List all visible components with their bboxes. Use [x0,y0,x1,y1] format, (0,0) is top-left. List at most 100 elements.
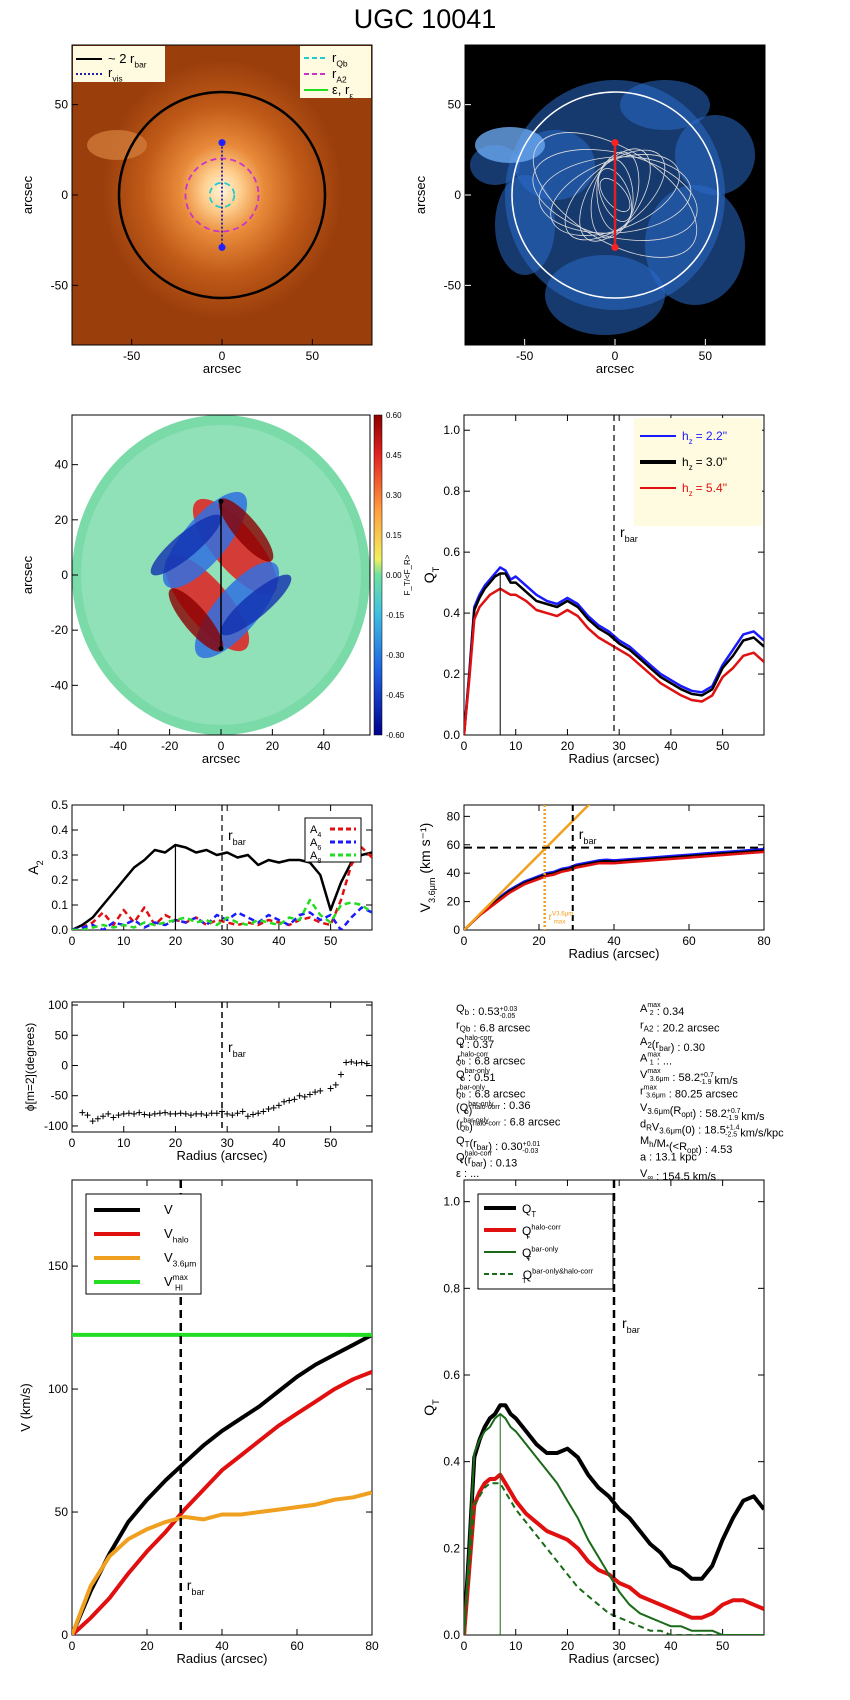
vcomp-xtick-label: 20 [140,1639,154,1653]
phase-point [270,1104,277,1111]
panel1-ylabel: arcsec [20,175,35,214]
stats-row: rQb : 6.8 arcsec [456,1020,531,1035]
panel3-colorbar-tick: 0.30 [386,491,402,500]
panel2-emission [545,255,665,335]
am-legend-label: A8 [310,850,321,865]
phase-point [156,1110,163,1117]
phase-point [100,1113,107,1120]
am-xtick-label: 50 [324,934,338,948]
phase-point [296,1092,303,1099]
phase-point [94,1115,101,1122]
panel3-ytick-label: 0 [61,568,68,582]
panel3-colorbar-tick: 0.60 [386,411,402,420]
panel3-colorbar-tick: -0.30 [386,651,405,660]
phase-point [125,1110,132,1117]
phase-point [353,1060,360,1067]
vcomp-ytick-label: 0 [61,1628,68,1642]
qt-hz-series-2 [464,587,764,735]
phase-point [162,1109,169,1116]
qt-corr-xlabel: Radius (arcsec) [568,1651,659,1666]
phase-point [224,1110,231,1117]
stats-row: QT(rbar) : 0.30+0.01 -0.03 [456,1135,540,1155]
panel3-image: -40 -20 0 20 40 40 20 0 -20 -40 arcsec arcsec 0.60 0.… [20,411,412,766]
phase-point [203,1112,210,1119]
qt-corr-series-3 [464,1482,764,1635]
stats-row: Amax 1 : ... [640,1052,672,1068]
am-ytick-label: 0.3 [51,848,68,862]
stats-row: (rbar-only Qb)halo-corr : 6.8 arcsec [456,1117,561,1134]
stats-row: V∞ : 154.5 km/s [640,1168,717,1183]
panel1-blob [87,130,147,160]
phase-point [332,1081,339,1088]
qt-corr-xtick-label: 40 [664,1639,678,1653]
phase-point [286,1097,293,1104]
panel2-contour [590,151,640,239]
panel3-xtick-label: -20 [161,739,179,753]
vel-series-2 [464,850,764,930]
phase-point [187,1112,194,1119]
qt-corr-legend-label: Qbar-only T [522,1245,558,1264]
qt-corr-series-2 [464,1413,764,1635]
qt-corr-ytick-label: 0.4 [443,1455,460,1469]
phase-xlabel: Radius (arcsec) [176,1148,267,1163]
phase-point [177,1110,184,1117]
phase-point [358,1059,365,1066]
phase-point [213,1110,220,1117]
qt-corr-axes: 0 10 20 30 40 50 0.0 0.2 0.4 0.6 0.8 1.0 Radius (arc… [421,1179,765,1666]
qt-hz-legend-label: hz = 5.4'' [682,481,727,498]
vcomp-ytick-label: 100 [48,1382,68,1396]
qt-corr-ytick-label: 0.2 [443,1541,460,1555]
phase-point [244,1113,251,1120]
panel1-ytick-label: 50 [55,98,69,112]
stats-row: Qbar-only b : 0.51 [456,1068,496,1084]
stats-row: Qhalo-corr T(rbar) : 0.13 [456,1151,517,1170]
stats-row: a : 13.1 kpc [640,1152,697,1164]
stats-row: Vmax 3.6μm : 58.2+0.7 -1.9 km/s [640,1068,738,1087]
vel-ytick-label: 40 [447,866,461,880]
panel2-xtick-label: 50 [699,349,713,363]
panel1-rvis-dot [218,243,226,251]
vcomp-plot-area [72,1332,372,1635]
vcomp-series-0 [72,1333,372,1635]
phase-point [193,1110,200,1117]
am-xtick-label: 20 [169,934,183,948]
phase-point [79,1109,86,1116]
phase-point [84,1112,91,1119]
am-legend-label: A4 [310,824,321,839]
panel2-contour [532,149,698,241]
phase-point [260,1108,267,1115]
qt-hz-legend-label: hz = 2.2'' [682,429,727,446]
panel2-ytick-label: 50 [448,98,462,112]
qt-hz-xtick-label: 10 [509,739,523,753]
panel3-ytick-label: 20 [55,513,69,527]
vcomp-series-1 [72,1369,372,1635]
panel1-rvis-dot [218,139,226,147]
vcomp-legend-label: V3.6μm [164,1250,196,1269]
panel2-ylabel: arcsec [413,175,428,214]
qt-corr-xtick-label: 30 [612,1639,626,1653]
panel3-lobe-core [218,498,274,562]
phase-ytick-label: -50 [51,1089,69,1103]
qt-corr-ytick-label: 0.6 [443,1368,460,1382]
phase-point [136,1109,143,1116]
panel2-bar-dot [611,243,619,251]
panel1-legend-rQb: rQb [332,50,348,69]
qt-corr-xtick-label: 0 [461,1639,468,1653]
phase-point [250,1111,257,1118]
qt-hz-ytick-label: 0.4 [443,606,460,620]
phase-point [275,1102,282,1109]
qt-corr-plot-area [464,1403,764,1635]
vel-series-3 [464,805,591,930]
qt-hz-axes: 0 10 20 30 40 50 0.0 0.2 0.4 0.6 0.8 1.0 Radius (arc… [421,414,765,766]
panel1-rA2-circle [184,157,260,233]
am-xtick-label: 0 [69,934,76,948]
qt-hz-xtick-label: 0 [461,739,468,753]
am-rbar-label: rbar [228,827,246,847]
phase-point [337,1071,344,1078]
vel-ytick-label: 80 [447,809,461,823]
phase-xtick-label: 0 [69,1136,76,1150]
qt-corr-series-0 [464,1403,764,1635]
vcomp-legend-label: Vhalo [164,1226,189,1245]
